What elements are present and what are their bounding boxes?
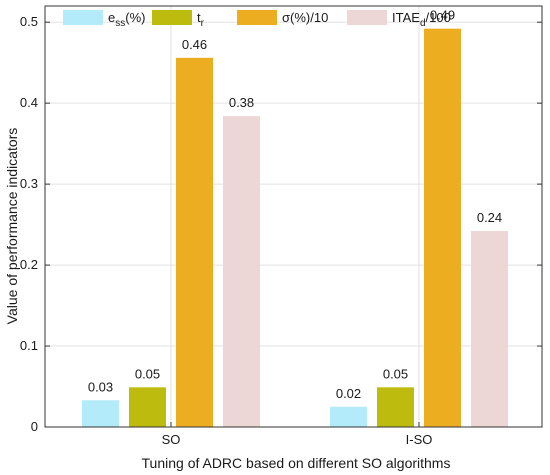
data-label-tr: 0.05: [383, 366, 408, 381]
y-axis-title: Value of performance indicators: [4, 128, 20, 325]
x-tick-label: SO: [162, 432, 181, 447]
data-label-itae: 0.38: [229, 95, 254, 110]
data-label-sigma: 0.46: [182, 37, 207, 52]
legend-label-itae: ITAEd/100: [392, 10, 451, 29]
legend: ess(%) tr σ(%)/10 ITAEd/100: [63, 10, 451, 29]
y-tick-label: 0.3: [20, 176, 38, 191]
plot-frame: [44, 5, 543, 428]
data-label-tr: 0.05: [135, 366, 160, 381]
y-tick-label: 0.4: [20, 95, 38, 110]
data-label-ess: 0.02: [336, 386, 361, 401]
legend-label-ess: ess(%): [108, 10, 145, 29]
bar-itae: [471, 231, 508, 427]
data-label-sigma: 0.49: [430, 8, 455, 23]
x-axis-title: Tuning of ADRC based on different SO alg…: [142, 455, 451, 471]
legend-swatch-tr: [152, 10, 192, 25]
bars: [82, 28, 508, 428]
grid: [45, 6, 542, 427]
legend-swatch-itae: [347, 10, 387, 25]
bar-sigma: [424, 28, 461, 428]
x-tick-label: I-SO: [406, 432, 433, 447]
data-label-itae: 0.24: [477, 210, 502, 225]
bar-sigma: [176, 57, 213, 428]
legend-label-sigma: σ(%)/10: [282, 10, 328, 25]
y-tick-label: 0: [31, 419, 38, 434]
y-tick-label: 0.2: [20, 257, 38, 272]
y-tick-label: 0.5: [20, 14, 38, 29]
axes: 0 0.1 0.2 0.3 0.4 0.5 SO I-SO: [20, 5, 543, 447]
data-labels: 0.03 0.02 0.05 0.05 0.46 0.49 0.38 0.24: [88, 8, 502, 401]
bar-ess: [330, 406, 367, 427]
bar-tr: [129, 387, 166, 427]
legend-swatch-sigma: [237, 10, 277, 25]
legend-label-tr: tr: [197, 10, 205, 29]
bar-itae: [223, 116, 260, 427]
data-label-ess: 0.03: [88, 379, 113, 394]
bar-tr: [377, 387, 414, 427]
bar-ess: [82, 400, 119, 427]
legend-swatch-ess: [63, 10, 103, 25]
y-tick-label: 0.1: [20, 338, 38, 353]
